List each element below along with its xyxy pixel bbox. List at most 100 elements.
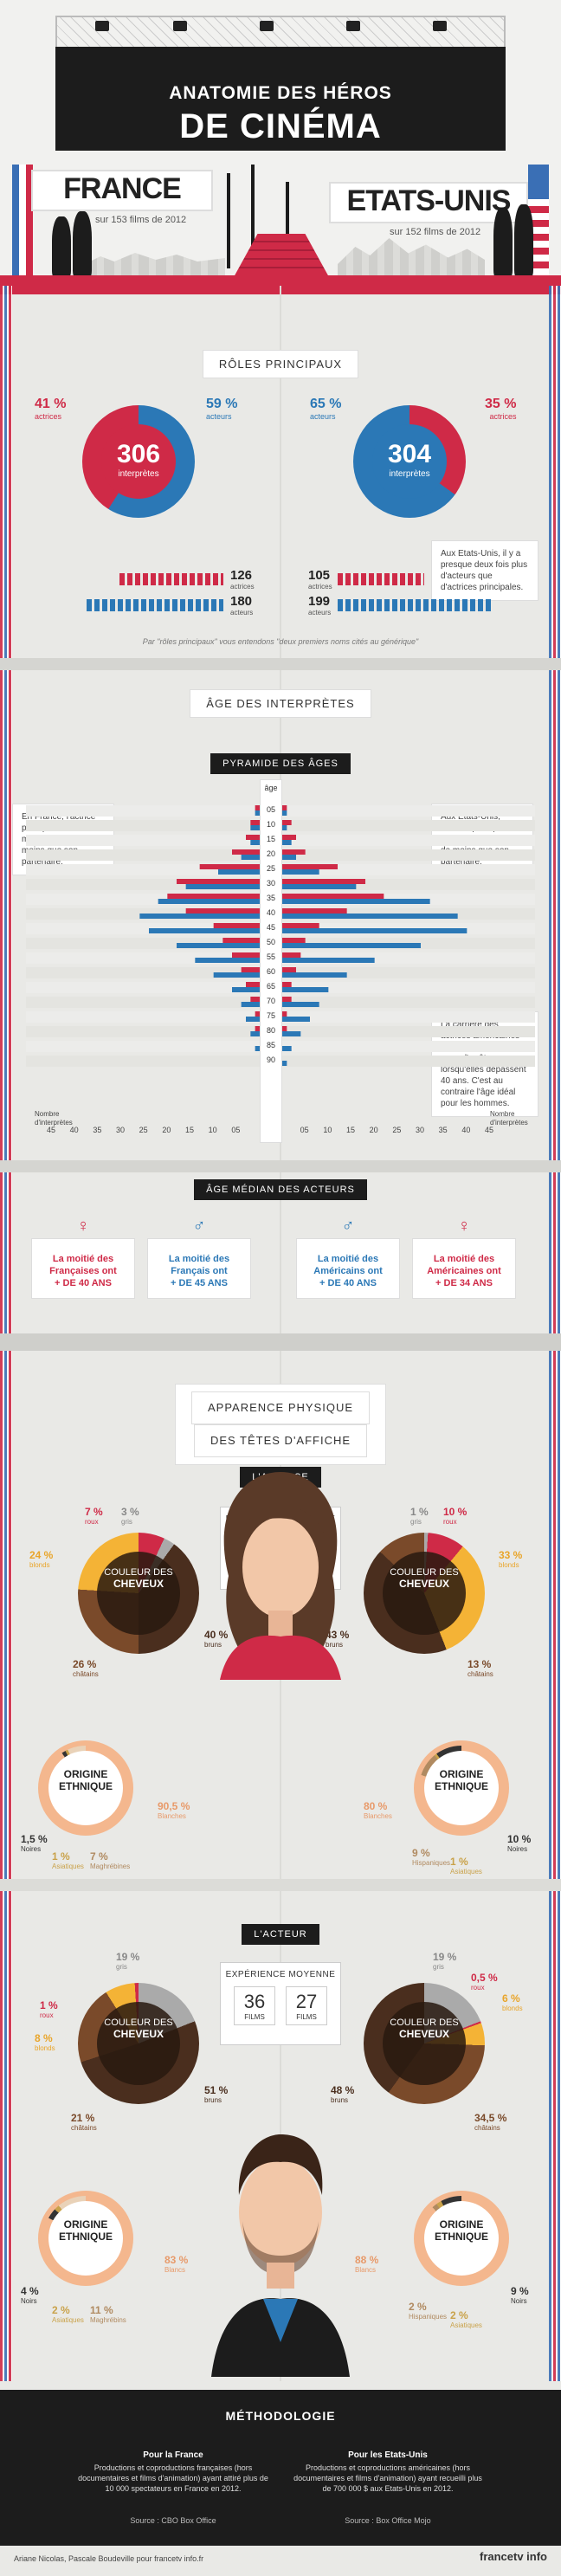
- actress-fr-blanches: 90,5 % Blanches: [158, 1800, 190, 1820]
- actress-us-ethnic-pie: ORIGINE ETHNIQUE: [414, 1740, 509, 1836]
- actress-us-bruns: 43 % bruns: [326, 1629, 350, 1649]
- roles-note: Aux Etats-Unis, il y a presque deux fois…: [431, 540, 538, 601]
- pyramid-bar: [282, 987, 329, 992]
- age-tick-label: 55: [266, 952, 275, 961]
- x-tick-label: 25: [139, 1126, 148, 1134]
- male-symbol-icon: ♂: [192, 1217, 206, 1236]
- actor-us-blancs: 88 % Blancs: [355, 2254, 379, 2274]
- actor-fr-noirs: 4 % Noirs: [21, 2285, 39, 2305]
- pyramid-bar: [282, 1011, 287, 1017]
- x-tick-label: 10: [208, 1126, 217, 1134]
- methodology-france-source: Source : CBO Box Office: [130, 2516, 216, 2525]
- x-tick-label: 05: [231, 1126, 241, 1134]
- us-actresses-people-icon: [338, 573, 424, 585]
- age-tick-label: 80: [266, 1026, 275, 1035]
- x-tick-label: 40: [461, 1126, 471, 1134]
- spotlight-icon: [346, 21, 360, 31]
- actress-fr-blonds: 24 % blonds: [29, 1549, 54, 1569]
- pyramid-bar: [282, 908, 347, 914]
- actor-experience-box: EXPÉRIENCE MOYENNE 36 FILMS 27 FILMS: [220, 1962, 341, 2045]
- actress-fr-gris: 3 % gris: [121, 1506, 139, 1526]
- actress-fr-ethnic-pie: ORIGINE ETHNIQUE: [38, 1740, 133, 1836]
- actor-us-roux: 0,5 % roux: [471, 1972, 498, 1992]
- actress-silhouette-icon: [493, 208, 513, 277]
- actress-fr-noires: 1,5 % Noires: [21, 1833, 48, 1853]
- age-tick-label: 15: [266, 835, 275, 843]
- fr-actresses-pct: 41 % actrices: [35, 397, 67, 421]
- pyramid-bar: [282, 805, 287, 810]
- age-tick-label: 30: [266, 879, 275, 888]
- pyramid-bar: [232, 987, 260, 992]
- us-total: 304: [387, 440, 432, 468]
- actress-fr-asiatiques: 1 % Asiatiques: [52, 1850, 84, 1870]
- actor-face-illustration: [211, 2134, 350, 2377]
- actor-fr-chatains: 21 % châtains: [71, 2112, 97, 2132]
- pyramid-bar: [199, 864, 260, 869]
- cannes-skyline-icon: [87, 253, 225, 277]
- pyramid-bar: [241, 855, 260, 860]
- age-tick-label: 35: [266, 894, 275, 902]
- age-axis-title: âge: [264, 784, 278, 792]
- actress-us-chatains: 13 % châtains: [468, 1658, 493, 1678]
- actor-us-noirs: 9 % Noirs: [511, 2285, 529, 2305]
- actress-us-hispaniques: 9 % Hispaniques: [412, 1847, 451, 1867]
- pyramid-bar: [167, 894, 260, 899]
- pyramid-bar: [282, 1061, 287, 1066]
- pyramid-bar: [282, 855, 296, 860]
- methodology-section: MÉTHODOLOGIE Pour la France Productions e…: [0, 2390, 561, 2546]
- actor-us-gris: 19 % gris: [433, 1951, 457, 1971]
- actor-us-ethnic-pie: ORIGINE ETHNIQUE: [414, 2191, 509, 2286]
- male-symbol-icon: ♂: [341, 1217, 355, 1236]
- x-tick-label: 45: [47, 1126, 56, 1134]
- pyramid-bar: [282, 943, 421, 948]
- pyramid-bar: [232, 952, 260, 958]
- actress-fr-hair-pie: COULEUR DES CHEVEUX: [78, 1533, 199, 1654]
- actor-fr-roux: 1 % roux: [40, 1999, 58, 2019]
- x-tick-label: 30: [416, 1126, 425, 1134]
- pyramid-bar: [250, 825, 260, 830]
- pyramid-bar: [158, 899, 260, 904]
- palm-tree-icon: [227, 173, 230, 268]
- title-line-1: ANATOMIE DES HÉROS: [169, 83, 392, 103]
- pyramid-bar: [241, 1002, 260, 1007]
- x-axis-title-right: Nombre d'interprètes: [490, 1110, 528, 1127]
- pyramid-bar: [282, 810, 287, 816]
- x-tick-label: 35: [438, 1126, 448, 1134]
- median-card-fr-women: La moitié des Françaises ont + DE 40 ANS: [31, 1238, 135, 1299]
- actress-silhouette-icon: [52, 216, 71, 277]
- x-tick-label: 20: [162, 1126, 171, 1134]
- section-band: [0, 1333, 561, 1351]
- actress-us-noires: 10 % Noires: [507, 1833, 532, 1853]
- pyramid-bar: [282, 835, 296, 840]
- actress-face-illustration: [220, 1472, 341, 1680]
- roles-heading: RÔLES PRINCIPAUX: [0, 350, 561, 378]
- section-band: [0, 658, 561, 670]
- x-tick-label: 25: [392, 1126, 402, 1134]
- pyramid-bar: [246, 982, 260, 987]
- pyramid-bar: [250, 840, 260, 845]
- actress-us-gris: 1 % gris: [410, 1506, 429, 1526]
- median-card-us-women: La moitié des Américaines ont + DE 34 ANS: [412, 1238, 516, 1299]
- france-name: FRANCE: [63, 172, 182, 205]
- hollywood-skyline-icon: [338, 238, 485, 277]
- actor-fr-hair-pie: COULEUR DES CHEVEUX: [78, 1983, 199, 2104]
- pyramid-bar: [222, 938, 260, 943]
- pyramid-bar: [250, 1031, 260, 1036]
- pyramid-bar: [282, 938, 306, 943]
- usa-films-count: sur 152 films de 2012: [390, 227, 481, 237]
- pyramid-bar: [282, 1017, 310, 1022]
- age-tick-label: 75: [266, 1011, 275, 1020]
- median-heading: ÂGE MÉDIAN DES ACTEURS: [0, 1179, 561, 1200]
- pyramid-bar: [149, 928, 260, 933]
- age-tick-label: 50: [266, 938, 275, 946]
- us-actors-pct: 65 % acteurs: [310, 397, 342, 421]
- pyramid-label: PYRAMIDE DES ÂGES: [0, 753, 561, 774]
- pyramid-bar: [282, 1026, 287, 1031]
- age-tick-label: 20: [266, 849, 275, 858]
- appearance-heading: APPARENCE PHYSIQUE DES TÊTES D'AFFICHE: [0, 1384, 561, 1465]
- pyramid-bar: [195, 958, 260, 963]
- fr-actors-people-icon: [87, 599, 223, 611]
- pyramid-bar: [282, 840, 292, 845]
- pyramid-bar: [177, 879, 260, 884]
- us-actors-people-icon: [338, 599, 492, 611]
